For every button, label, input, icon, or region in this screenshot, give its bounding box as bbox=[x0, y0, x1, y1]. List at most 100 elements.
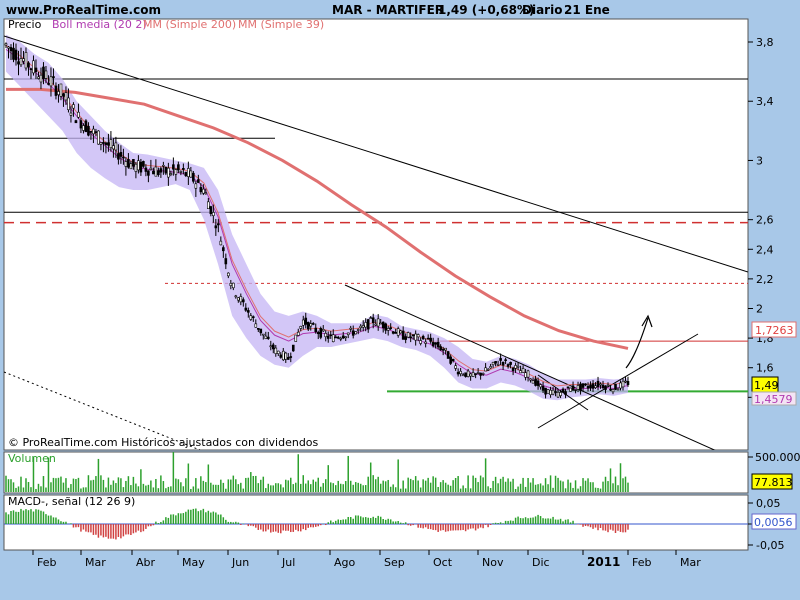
trend-line bbox=[4, 35, 748, 273]
candle-body bbox=[137, 160, 140, 171]
candle-body bbox=[142, 161, 145, 167]
candle-body bbox=[329, 334, 333, 337]
candle-body bbox=[7, 46, 10, 49]
x-tick-label: Ago bbox=[334, 556, 356, 569]
candle-body bbox=[599, 383, 602, 386]
candle-body bbox=[461, 374, 465, 377]
candle-body bbox=[386, 328, 390, 331]
site-title[interactable]: www.ProRealTime.com bbox=[6, 3, 161, 17]
volume-tick-label: 500.000 bbox=[755, 451, 800, 464]
macd-tick-label: -0,05 bbox=[756, 539, 784, 552]
candle-body bbox=[581, 383, 585, 388]
candle-body bbox=[606, 384, 610, 387]
candle-body bbox=[549, 389, 552, 395]
channel-line bbox=[537, 333, 699, 429]
candle-body bbox=[404, 336, 407, 340]
candle-body bbox=[464, 372, 467, 377]
candle-body bbox=[24, 52, 28, 69]
candle-body bbox=[62, 93, 65, 97]
x-tick-label: Sep bbox=[384, 556, 405, 569]
candle-body bbox=[524, 372, 527, 378]
quote-label: 1,49 (+0,68%) bbox=[438, 3, 534, 17]
arrow-head bbox=[641, 314, 653, 328]
candle-body bbox=[441, 349, 445, 351]
price-tick-label: 2,4 bbox=[756, 243, 774, 256]
candle-body bbox=[259, 328, 263, 334]
candle-body bbox=[376, 318, 380, 327]
candle-body bbox=[444, 347, 447, 351]
candle-body bbox=[419, 340, 422, 344]
candle-body bbox=[304, 317, 308, 325]
x-tick-label: 2011 bbox=[587, 555, 620, 569]
candle-body bbox=[351, 330, 355, 336]
candle-body bbox=[616, 388, 620, 391]
macd-last-value: 0,0056 bbox=[754, 516, 793, 529]
candle-body bbox=[314, 327, 318, 333]
candle-body bbox=[494, 361, 497, 364]
candle-body bbox=[576, 385, 580, 390]
x-tick-label: Jun bbox=[231, 556, 249, 569]
candle-body bbox=[424, 341, 427, 344]
candle-body bbox=[514, 365, 517, 369]
candle-body bbox=[152, 170, 155, 175]
candle-body bbox=[97, 130, 100, 145]
mm39-value: 1,4579 bbox=[754, 393, 793, 406]
candle-body bbox=[109, 139, 113, 149]
candle-body bbox=[219, 240, 223, 246]
candle-body bbox=[311, 323, 315, 325]
candle-body bbox=[9, 47, 13, 52]
candle-body bbox=[459, 370, 462, 375]
candle-body bbox=[159, 168, 163, 173]
candle-body bbox=[4, 43, 8, 46]
candle-body bbox=[117, 153, 120, 160]
candle-body bbox=[551, 389, 555, 395]
candle-body bbox=[481, 373, 485, 375]
candle-body bbox=[591, 383, 595, 389]
candle-body bbox=[199, 187, 203, 193]
candle-body bbox=[566, 386, 570, 389]
price-tick-label: 2,2 bbox=[756, 273, 774, 286]
candle-body bbox=[614, 383, 617, 390]
mm39-tag bbox=[751, 391, 797, 406]
candle-body bbox=[157, 170, 160, 175]
candle-body bbox=[429, 337, 432, 342]
candle-body bbox=[84, 120, 88, 133]
volume-title: Volumen bbox=[8, 452, 56, 465]
candle-body bbox=[474, 373, 477, 375]
candle-body bbox=[389, 327, 392, 329]
candle-body bbox=[291, 344, 295, 352]
candle-body bbox=[227, 272, 230, 277]
candle-body bbox=[67, 97, 70, 110]
candle-body bbox=[162, 165, 165, 167]
candle-body bbox=[499, 358, 502, 361]
x-tick-label: Abr bbox=[136, 556, 156, 569]
candle-body bbox=[242, 299, 245, 303]
candle-body bbox=[271, 344, 275, 350]
macd-tick-label: 0,05 bbox=[756, 497, 781, 510]
candle-body bbox=[57, 91, 60, 95]
candle-body bbox=[17, 61, 20, 65]
price-tick-label: 2,6 bbox=[756, 214, 774, 227]
candle-body bbox=[541, 385, 545, 391]
candle-body bbox=[399, 330, 402, 334]
candle-body bbox=[179, 171, 183, 173]
x-tick-label: Feb bbox=[37, 556, 56, 569]
candle-body bbox=[127, 159, 130, 168]
candle-body bbox=[139, 161, 143, 173]
mm200-line bbox=[6, 87, 629, 350]
x-tick-label: Oct bbox=[433, 556, 453, 569]
candle-body bbox=[371, 317, 375, 324]
candle-body bbox=[426, 337, 430, 340]
candle-body bbox=[529, 378, 532, 381]
candle-body bbox=[29, 68, 33, 70]
candle-body bbox=[184, 172, 188, 177]
candle-body bbox=[359, 325, 363, 328]
candle-body bbox=[466, 370, 470, 377]
x-tick-label: Mar bbox=[85, 556, 106, 569]
legend-boll: Boll media (20 2) bbox=[52, 18, 147, 31]
candle-body bbox=[521, 368, 525, 373]
candle-body bbox=[416, 334, 420, 338]
candle-body bbox=[534, 378, 537, 386]
candle-body bbox=[264, 335, 268, 339]
candle-body bbox=[434, 342, 437, 345]
